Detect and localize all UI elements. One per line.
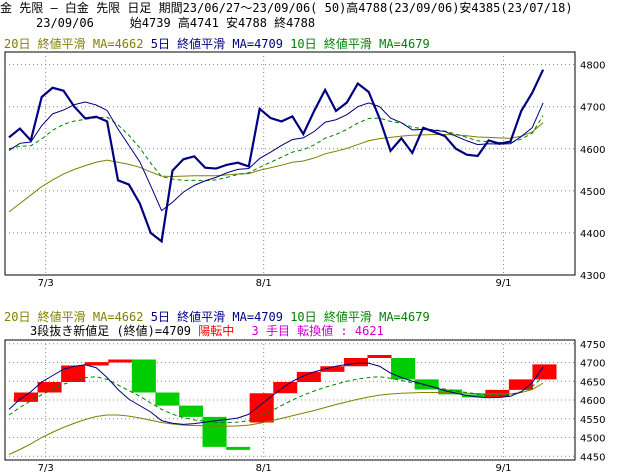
top-legend: 20日 終値平滑 MA=4662 5日 終値平滑 MA=4709 10日 終値平… xyxy=(4,37,430,51)
status-count: 3 手目 xyxy=(251,324,290,338)
status-main: 3段抜き新値足 (終値)=4709 xyxy=(30,324,192,338)
up-brick xyxy=(108,359,133,363)
bottom-status-line: 3段抜き新値足 (終値)=4709 陽転中 3 手目 転換値 : 4621 xyxy=(30,324,384,338)
up-brick xyxy=(273,382,298,394)
bottom-ma5-line xyxy=(8,362,544,425)
up-brick xyxy=(367,355,392,358)
top-y-tick-label: 4400 xyxy=(580,229,605,240)
top-price-line xyxy=(8,69,545,244)
up-brick xyxy=(61,365,86,382)
down-brick xyxy=(155,392,180,406)
top-plot-area xyxy=(4,51,576,276)
up-brick xyxy=(343,358,368,367)
up-brick xyxy=(508,379,533,390)
bottom-y-tick-label: 4750 xyxy=(580,340,605,351)
chart-header-ohlc: 23/09/06 始4739 高4741 安4788 終4788 xyxy=(0,16,316,30)
down-brick xyxy=(461,394,486,398)
chart-header-title: 金 先限 – 白金 先限 日足 期間23/06/27～23/09/06( 50)… xyxy=(0,1,573,15)
top-x-tick-label: 7/3 xyxy=(38,278,54,289)
status-trend: 陽転中 xyxy=(198,324,235,338)
top-y-tick-label: 4500 xyxy=(580,187,605,198)
top-ma5-line xyxy=(8,101,544,212)
bottom-y-tick-label: 4650 xyxy=(580,377,605,388)
bottom-x-tick-label: 9/1 xyxy=(495,463,511,474)
up-brick xyxy=(320,366,345,372)
down-brick xyxy=(178,405,204,417)
up-brick xyxy=(532,364,557,380)
up-brick xyxy=(485,389,510,397)
down-brick xyxy=(131,359,156,393)
legend-ma10: 10日 終値平滑 MA=4679 xyxy=(290,37,430,51)
bottom-y-tick-label: 4450 xyxy=(580,452,605,463)
legend-ma5: 5日 終値平滑 MA=4709 xyxy=(150,310,283,324)
legend-ma20: 20日 終値平滑 MA=4662 xyxy=(4,310,144,324)
legend-ma20: 20日 終値平滑 MA=4662 xyxy=(4,37,144,51)
down-brick xyxy=(202,416,227,447)
status-pivot: 転換値 : 4621 xyxy=(297,324,384,338)
legend-ma10: 10日 終値平滑 MA=4679 xyxy=(290,310,430,324)
bottom-y-tick-label: 4500 xyxy=(580,434,605,445)
bottom-legend: 20日 終値平滑 MA=4662 5日 終値平滑 MA=4709 10日 終値平… xyxy=(4,310,430,324)
bottom-y-tick-label: 4550 xyxy=(580,415,605,426)
bottom-y-tick-label: 4600 xyxy=(580,396,605,407)
down-brick xyxy=(226,446,251,450)
down-brick xyxy=(391,358,416,380)
up-brick xyxy=(14,392,39,402)
top-y-tick-label: 4600 xyxy=(580,145,605,156)
top-y-tick-label: 4700 xyxy=(580,103,605,114)
legend-ma5: 5日 終値平滑 MA=4709 xyxy=(150,37,283,51)
bottom-y-tick-label: 4700 xyxy=(580,359,605,370)
top-y-tick-label: 4800 xyxy=(580,61,605,72)
down-brick xyxy=(414,379,439,390)
bottom-x-tick-label: 7/3 xyxy=(38,463,54,474)
top-x-tick-label: 8/1 xyxy=(256,278,272,289)
up-brick xyxy=(84,362,109,366)
bottom-x-tick-label: 8/1 xyxy=(256,463,272,474)
top-y-tick-label: 4300 xyxy=(580,271,605,282)
up-brick xyxy=(37,382,62,393)
top-ma20-line xyxy=(8,122,544,213)
up-brick xyxy=(296,371,321,382)
top-x-tick-label: 9/1 xyxy=(495,278,511,289)
bottom-ma10-line xyxy=(8,376,544,423)
